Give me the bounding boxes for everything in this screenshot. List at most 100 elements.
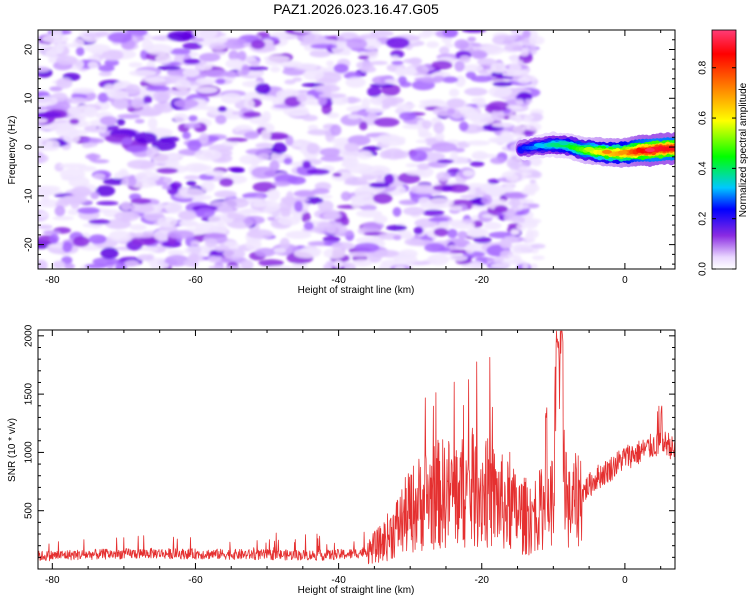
spectrogram-y-label: Frequency (Hz) <box>7 116 18 185</box>
snr-y-label: SNR (10 * v/v) <box>7 418 18 482</box>
spectrogram-noise-blob <box>448 205 463 211</box>
spectrogram-noise-blob <box>310 43 338 50</box>
spectrogram-noise-blob <box>126 159 155 170</box>
spectrogram-noise-blob <box>93 173 106 180</box>
spectrogram-noise-blob <box>462 170 475 177</box>
spectrogram-noise-blob <box>96 201 119 206</box>
spectrogram-noise-blob <box>53 260 66 269</box>
spectrogram-noise-blob <box>215 114 227 125</box>
spectrogram-noise-blob <box>427 253 450 266</box>
spectrogram-noise-blob <box>506 34 519 41</box>
spectrogram-noise-blob <box>119 168 128 178</box>
spectrogram-noise-blob <box>326 112 340 119</box>
spectrogram-noise-blob <box>421 120 432 129</box>
spectrogram-noise-blob <box>121 137 133 146</box>
spectrogram-signal-peak <box>617 150 628 155</box>
spectrogram-noise-blob <box>265 265 294 269</box>
spectrogram-noise-blob <box>72 236 90 247</box>
spectrogram-noise-blob <box>203 69 231 78</box>
spectrogram-noise-blob <box>98 64 115 72</box>
colorbar-tick-label: 0.4 <box>698 161 709 175</box>
spectrogram-noise-blob <box>61 195 88 204</box>
spectrogram-noise-blob <box>393 254 418 265</box>
spectrogram-noise-blob <box>186 180 197 186</box>
spectrogram-noise-blob <box>251 166 276 179</box>
spectrogram-signal-peak <box>644 148 655 152</box>
spectrogram-noise-blob <box>237 50 247 62</box>
spectrogram-noise-blob <box>513 70 529 77</box>
spectrogram-noise-blob <box>153 229 171 241</box>
spectrogram-noise-blob <box>332 172 342 177</box>
spectrogram-noise-blob <box>255 142 274 149</box>
snr-y-tick-label: 2000 <box>24 324 35 347</box>
spectrogram-noise-blob <box>251 201 270 208</box>
spectrogram-noise-blob <box>354 242 380 252</box>
spectrogram-noise-blob <box>418 131 433 138</box>
spectrogram-noise-blob <box>165 201 183 214</box>
spectrogram-noise-blob <box>272 180 291 187</box>
spectrogram-noise-blob <box>234 197 247 203</box>
spectrogram-noise-blob <box>426 41 440 48</box>
spectrogram-noise-blob <box>465 71 477 79</box>
spectrogram-noise-blob <box>320 194 333 199</box>
spectrogram-noise-blob <box>204 238 218 248</box>
spectrogram-noise-blob <box>125 145 148 153</box>
spectrogram-noise-blob <box>159 136 180 143</box>
spectrogram-noise-blob <box>198 52 221 62</box>
spectrogram-noise-blob <box>362 146 382 151</box>
spectrogram-noise-blob <box>157 65 182 71</box>
spectrogram-noise-blob <box>146 246 159 252</box>
spectrogram-noise-blob <box>422 209 445 217</box>
spectrogram-noise-blob <box>426 197 454 209</box>
spectrogram-noise-blob <box>292 30 321 33</box>
spectrogram-noise-blob <box>431 60 453 70</box>
spectrogram-noise-blob <box>38 96 58 106</box>
spectrogram-noise-blob <box>465 140 491 146</box>
spectrogram-noise-blob <box>330 124 342 136</box>
spectrogram-noise-blob <box>294 200 303 212</box>
spectrogram-noise-blob <box>512 125 525 134</box>
spectrogram-noise-blob <box>94 31 109 37</box>
spectrogram-noise-blob <box>436 171 451 182</box>
spectrogram-noise-blob <box>145 85 170 92</box>
spectrogram-noise-blob <box>386 224 407 231</box>
spectrogram-y-tick-label: -20 <box>24 237 35 252</box>
spectrogram-noise-blob <box>225 137 248 142</box>
spectrogram-noise-blob <box>152 91 171 103</box>
spectrogram-noise-blob <box>307 129 332 136</box>
spectrogram-noise-blob <box>174 79 191 91</box>
spectrogram-noise-blob <box>195 64 213 71</box>
spectrogram-noise-blob <box>124 260 139 267</box>
spectrogram-noise-blob <box>506 132 525 138</box>
spectrogram-noise-blob <box>318 93 347 98</box>
colorbar: 0.0 0.2 0.4 0.6 0.8 Normalized spectral ampl… <box>698 29 749 276</box>
spectrogram-noise-blob <box>454 39 470 50</box>
spectrogram-noise-blob <box>341 157 359 167</box>
spectrogram-noise-blob <box>246 229 274 239</box>
spectrogram-noise-blob <box>296 63 318 70</box>
spectrogram-noise-blob <box>347 114 360 120</box>
spectrogram-noise-blob <box>230 167 245 173</box>
spectrogram-noise-blob <box>319 147 342 157</box>
spectrogram-noise-blob <box>424 243 446 253</box>
spectrogram-noise-blob <box>490 263 511 269</box>
colorbar-tick-label: 0.2 <box>698 211 709 225</box>
spectrogram-noise-blob <box>433 227 449 237</box>
spectrogram-noise-blob <box>403 206 425 216</box>
spectrogram-noise-blob <box>317 95 327 106</box>
spectrogram-noise-blob <box>454 60 465 72</box>
spectrogram-noise-blob <box>101 49 124 61</box>
spectrogram-noise-blob <box>367 86 382 98</box>
spectrogram-noise-blob <box>192 30 218 39</box>
spectrogram-noise-blob <box>358 55 370 60</box>
spectrogram-noise-blob <box>38 118 48 124</box>
spectrogram-noise-blob <box>267 216 276 221</box>
spectrogram-noise-blob <box>405 163 420 168</box>
spectrogram-noise-blob <box>293 248 321 259</box>
spectrogram-noise-blob <box>107 32 133 43</box>
spectrogram-noise-blob <box>381 97 398 107</box>
spectrogram-noise-blob <box>374 249 400 258</box>
spectrogram-noise-blob <box>112 97 129 110</box>
spectrogram-noise-blob <box>422 30 432 37</box>
